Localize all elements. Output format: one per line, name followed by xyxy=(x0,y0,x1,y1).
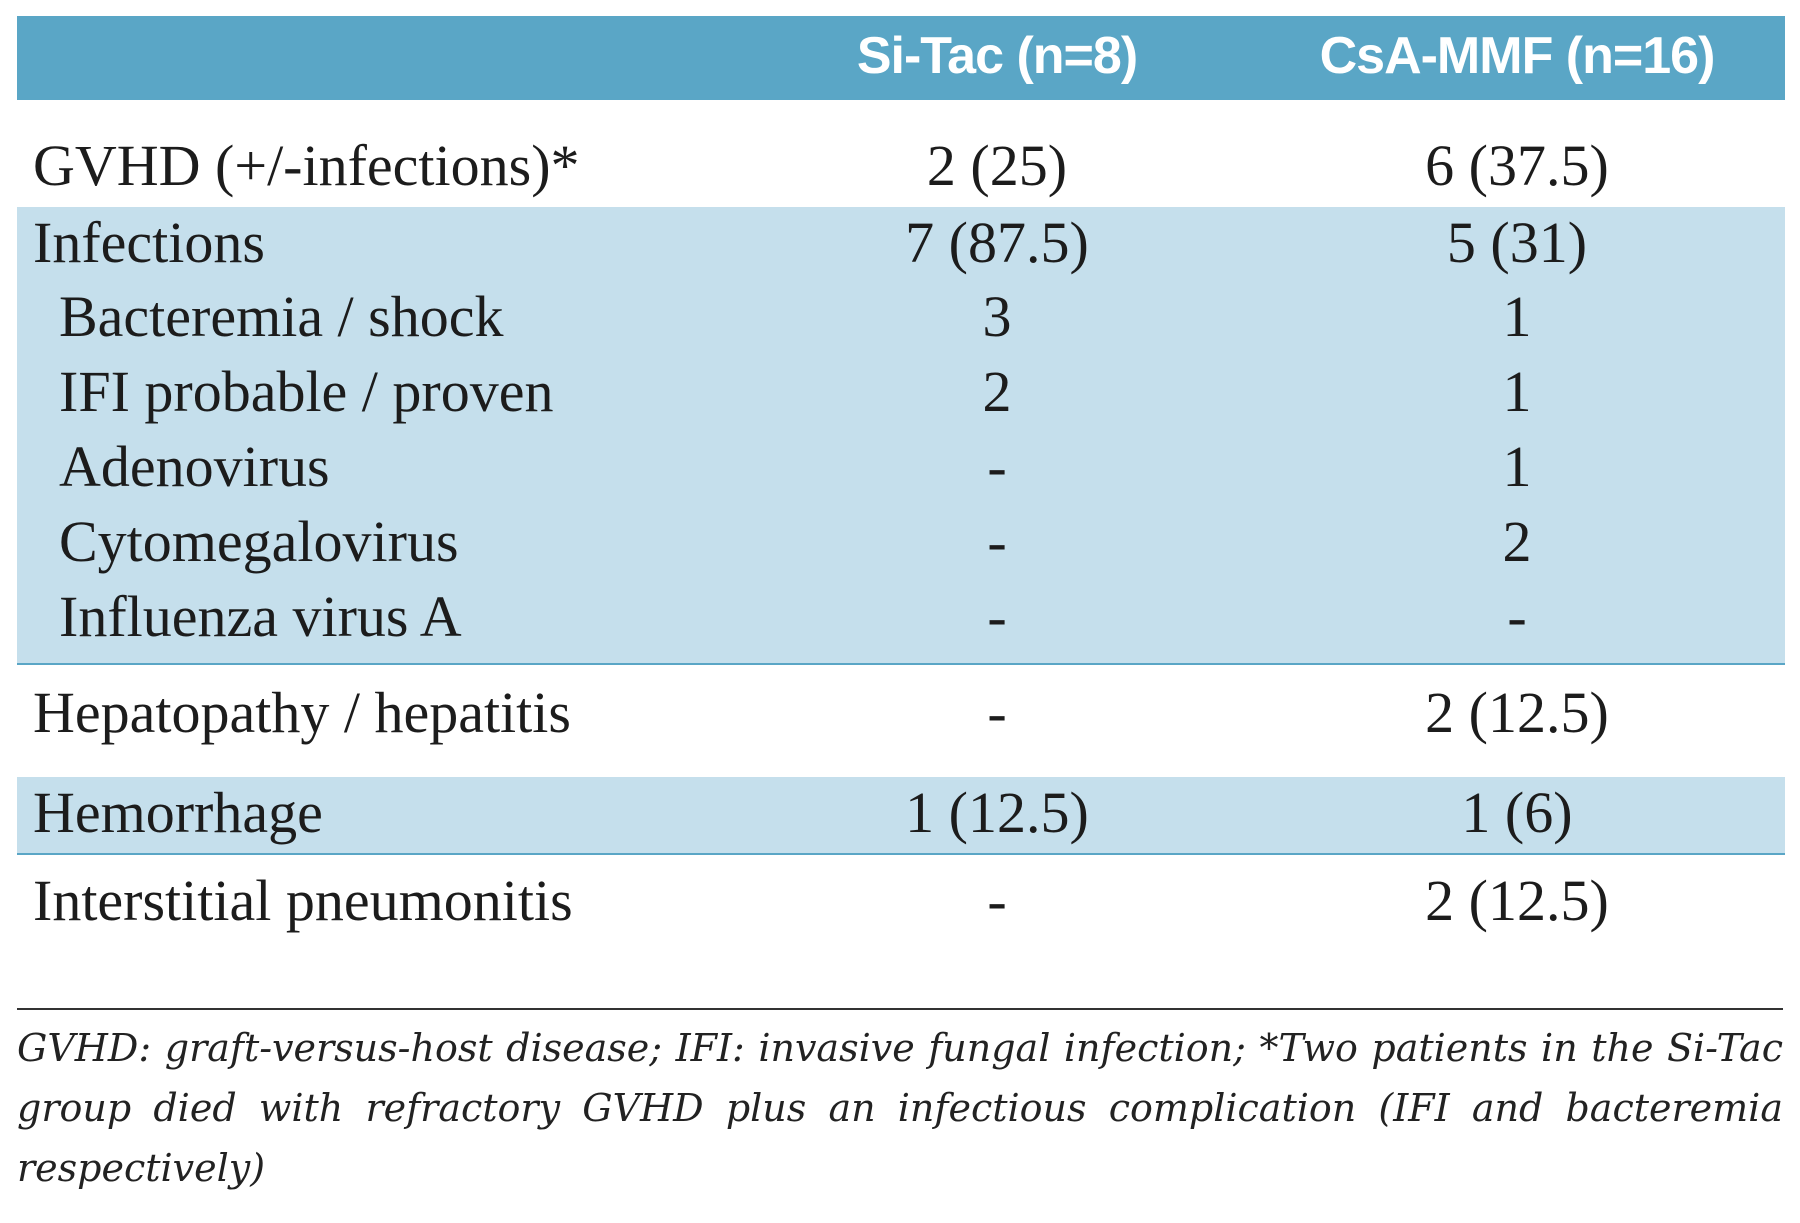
complications-table: Si-Tac (n=8) CsA-MMF (n=16) GVHD (+/-inf… xyxy=(17,16,1785,965)
table-footnote: GVHD: graft-versus-host disease; IFI: in… xyxy=(17,1008,1783,1198)
header-si-tac: Si-Tac (n=8) xyxy=(856,27,1138,85)
cell-csa-mmf: 2 (12.5) xyxy=(1425,868,1609,933)
cell-si-tac: 7 (87.5) xyxy=(905,210,1089,275)
cell-si-tac: 2 (25) xyxy=(926,133,1068,198)
table-row: Influenza virus A - - xyxy=(17,583,1785,658)
infections-group: Infections 7 (87.5) 5 (31) Bacteremia / … xyxy=(17,207,1785,665)
table-row: Infections 7 (87.5) 5 (31) xyxy=(17,207,1785,283)
cell-csa-mmf: 1 xyxy=(1502,434,1532,499)
cell-csa-mmf: 2 xyxy=(1502,509,1532,574)
cell-csa-mmf: 1 xyxy=(1502,359,1532,424)
cell-csa-mmf: 1 (6) xyxy=(1461,780,1573,845)
cell-csa-mmf: - xyxy=(1507,584,1527,649)
table-header: Si-Tac (n=8) CsA-MMF (n=16) xyxy=(17,16,1785,100)
table-row: GVHD (+/-infections)* 2 (25) 6 (37.5) xyxy=(17,100,1785,207)
cell-csa-mmf: 6 (37.5) xyxy=(1425,133,1609,198)
cell-si-tac: - xyxy=(987,868,1007,933)
row-label: Adenovirus xyxy=(59,434,330,499)
cell-si-tac: - xyxy=(987,434,1007,499)
cell-si-tac: - xyxy=(987,509,1007,574)
row-label: GVHD (+/-infections)* xyxy=(33,133,580,198)
row-label: Hepatopathy / hepatitis xyxy=(33,680,571,745)
table-row: Cytomegalovirus - 2 xyxy=(17,508,1785,583)
cell-si-tac: - xyxy=(987,680,1007,745)
row-label: IFI probable / proven xyxy=(59,359,554,424)
row-label: Hemorrhage xyxy=(33,780,323,845)
cell-si-tac: 3 xyxy=(982,284,1012,349)
table-row: Adenovirus - 1 xyxy=(17,433,1785,508)
row-label: Interstitial pneumonitis xyxy=(33,868,573,933)
table-row: Hepatopathy / hepatitis - 2 (12.5) xyxy=(17,665,1785,777)
row-label: Infections xyxy=(33,210,265,275)
table-row: Bacteremia / shock 3 1 xyxy=(17,283,1785,358)
cell-si-tac: 1 (12.5) xyxy=(905,780,1089,845)
row-label: Cytomegalovirus xyxy=(59,509,459,574)
header-csa-mmf: CsA-MMF (n=16) xyxy=(1319,27,1716,85)
row-label: Influenza virus A xyxy=(59,584,462,649)
table-row: Interstitial pneumonitis - 2 (12.5) xyxy=(17,855,1785,965)
cell-csa-mmf: 2 (12.5) xyxy=(1425,680,1609,745)
table-row: IFI probable / proven 2 1 xyxy=(17,358,1785,433)
cell-si-tac: - xyxy=(987,584,1007,649)
row-label: Bacteremia / shock xyxy=(59,284,504,349)
table-row: Hemorrhage 1 (12.5) 1 (6) xyxy=(17,777,1785,855)
cell-csa-mmf: 1 xyxy=(1502,284,1532,349)
cell-si-tac: 2 xyxy=(982,359,1012,424)
cell-csa-mmf: 5 (31) xyxy=(1446,210,1588,275)
